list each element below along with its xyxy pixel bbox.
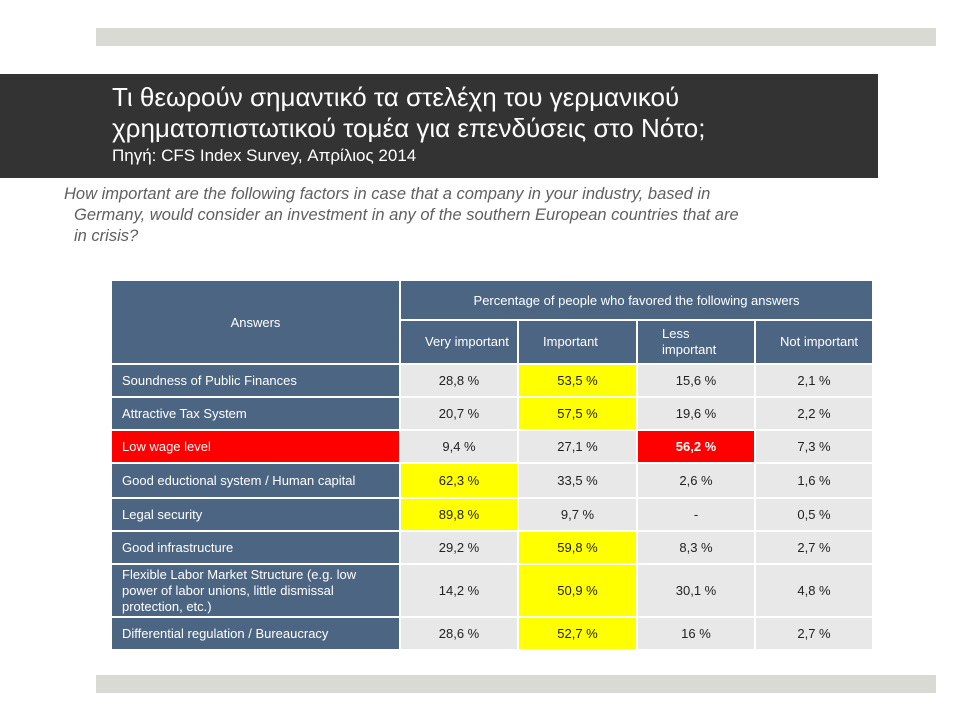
table-cell: 9,7 % xyxy=(517,497,638,532)
bottom-decorative-bar xyxy=(96,675,936,693)
top-decorative-bar xyxy=(96,28,936,46)
answers-header: Answers xyxy=(110,279,401,365)
row-label: Attractive Tax System xyxy=(110,396,401,431)
table-cell: 8,3 % xyxy=(636,530,756,565)
table-cell-highlight: 57,5 % xyxy=(517,396,638,431)
table-cell: 14,2 % xyxy=(399,563,519,618)
col-header-very-important: Very important xyxy=(399,319,519,365)
table-header-row: Answers Percentage of people who favored… xyxy=(110,279,874,365)
table-cell-highlight: 50,9 % xyxy=(517,563,638,618)
col-header-important: Important xyxy=(517,319,638,365)
table-cell: 30,1 % xyxy=(636,563,756,618)
question-line-2: Germany, would consider an investment in… xyxy=(74,206,739,224)
table-cell: 27,1 % xyxy=(517,429,638,464)
row-label-alert: Low wage level xyxy=(110,429,401,464)
group-header: Percentage of people who favored the fol… xyxy=(399,279,874,321)
table-row: Differential regulation / Bureaucracy 28… xyxy=(110,616,874,651)
row-label: Legal security xyxy=(110,497,401,532)
table-cell-highlight: 53,5 % xyxy=(517,363,638,398)
survey-question: How important are the following factors … xyxy=(64,184,924,247)
table-cell: 9,4 % xyxy=(399,429,519,464)
row-label: Good eductional system / Human capital xyxy=(110,462,401,499)
question-line-3: in crisis? xyxy=(74,227,139,245)
table-cell: 33,5 % xyxy=(517,462,638,499)
table-row: Attractive Tax System 20,7 % 57,5 % 19,6… xyxy=(110,396,874,431)
col-header-less-important: Less important xyxy=(636,319,756,365)
table-cell: 16 % xyxy=(636,616,756,651)
table-cell: 4,8 % xyxy=(754,563,874,618)
table-row: Legal security 89,8 % 9,7 % - 0,5 % xyxy=(110,497,874,532)
slide-title-line-1: Τι θεωρούν σημαντικό τα στελέχη του γερμ… xyxy=(112,82,680,112)
survey-table: Answers Percentage of people who favored… xyxy=(110,279,874,651)
table-row: Good eductional system / Human capital 6… xyxy=(110,462,874,499)
table-cell: 0,5 % xyxy=(754,497,874,532)
row-label: Good infrastructure xyxy=(110,530,401,565)
question-line-1: How important are the following factors … xyxy=(64,185,711,203)
table-subheader-row: Very important Important Less important … xyxy=(111,319,874,365)
table-cell-highlight: 52,7 % xyxy=(517,616,638,651)
table-cell: 2,1 % xyxy=(754,363,874,398)
row-label: Differential regulation / Bureaucracy xyxy=(110,616,401,651)
row-label: Soundness of Public Finances xyxy=(110,363,401,398)
col-header-not-important: Not important xyxy=(754,319,874,365)
table-row: Good infrastructure 29,2 % 59,8 % 8,3 % … xyxy=(110,530,874,565)
table-cell: 2,2 % xyxy=(754,396,874,431)
table-cell: 29,2 % xyxy=(399,530,519,565)
table-cell: 28,6 % xyxy=(399,616,519,651)
table-row: Soundness of Public Finances 28,8 % 53,5… xyxy=(110,363,874,398)
table-row: Flexible Labor Market Structure (e.g. lo… xyxy=(110,563,874,618)
slide-source: Πηγή: CFS Index Survey, Απρίλιος 2014 xyxy=(112,146,417,165)
table-cell: 2,7 % xyxy=(754,616,874,651)
table-cell-highlight: 62,3 % xyxy=(399,462,519,499)
table-cell: 20,7 % xyxy=(399,396,519,431)
title-box: Τι θεωρούν σημαντικό τα στελέχη του γερμ… xyxy=(0,74,878,178)
table-cell: 28,8 % xyxy=(399,363,519,398)
table-cell: 1,6 % xyxy=(754,462,874,499)
slide-title-line-2: χρηματοπιστωτικού τομέα για επενδύσεις σ… xyxy=(112,113,706,143)
row-label: Flexible Labor Market Structure (e.g. lo… xyxy=(110,563,401,618)
table-cell: 15,6 % xyxy=(636,363,756,398)
table-cell: 2,6 % xyxy=(636,462,756,499)
table-cell: - xyxy=(636,497,756,532)
table-row: Low wage level 9,4 % 27,1 % 56,2 % 7,3 % xyxy=(110,429,874,464)
table-cell: 2,7 % xyxy=(754,530,874,565)
table-cell-alert: 56,2 % xyxy=(636,429,756,464)
table-cell: 7,3 % xyxy=(754,429,874,464)
table-cell: 19,6 % xyxy=(636,396,756,431)
table-cell-highlight: 59,8 % xyxy=(517,530,638,565)
table-cell-highlight: 89,8 % xyxy=(399,497,519,532)
